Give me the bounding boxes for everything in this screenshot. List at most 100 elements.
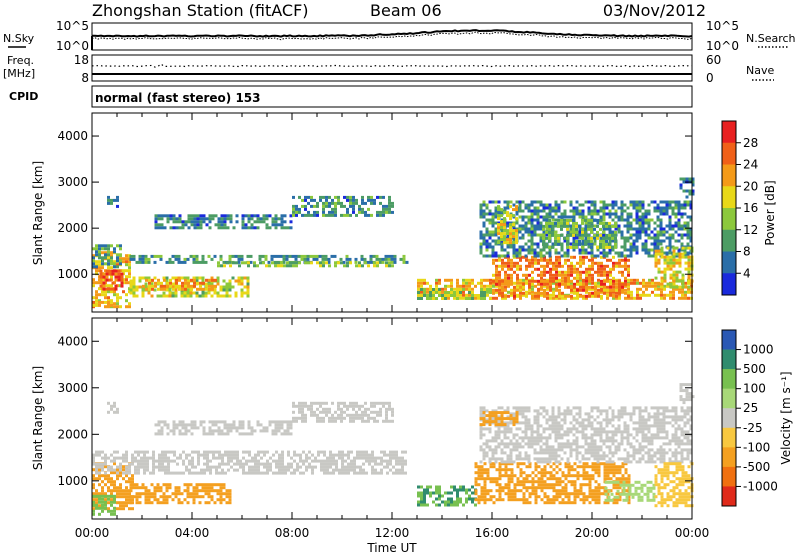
echo-cell-13: [444, 291, 447, 294]
echo-cell-8: [510, 462, 514, 466]
echo-cell-0: [110, 498, 113, 502]
echo-cell-1: [171, 498, 175, 502]
echo-cell-4: [181, 284, 184, 288]
echo-cell-7: [447, 491, 450, 495]
echo-cell-0: [104, 293, 107, 297]
echo-cell-9: [310, 204, 313, 208]
echo-cell-8: [624, 471, 628, 475]
echo-cell-3: [113, 456, 116, 460]
echo-cell-3: [218, 465, 221, 469]
echo-cell-16: [614, 224, 617, 228]
echo-cell-8: [606, 468, 610, 472]
echo-cell-16: [572, 242, 575, 246]
echo-cell-14: [482, 203, 486, 207]
echo-cell-5: [295, 416, 298, 420]
echo-cell-3: [177, 276, 181, 280]
echo-cell-14: [620, 245, 624, 249]
echo-cell-7: [373, 261, 376, 265]
echo-cell-0: [122, 269, 125, 273]
echo-cell-10: [110, 201, 113, 205]
echo-cell-7: [337, 261, 340, 265]
echo-cell-3: [257, 459, 260, 463]
echo-cell-8: [618, 480, 622, 484]
echo-cell-1: [135, 498, 139, 502]
echo-cell-5: [104, 262, 107, 266]
echo-cell-12: [582, 282, 585, 286]
echo-cell-8: [498, 471, 502, 475]
echo-cell-8: [480, 477, 484, 481]
echo-cell-14: [551, 218, 555, 222]
echo-cell-3: [246, 282, 250, 286]
echo-cell-1: [210, 486, 214, 490]
echo-cell-8: [492, 501, 496, 505]
echo-cell-5: [331, 416, 334, 420]
echo-cell-16: [599, 233, 602, 237]
echo-cell-14: [647, 203, 651, 207]
echo-cell-1: [198, 501, 202, 505]
echo-cell-8: [582, 465, 586, 469]
echo-cell-14: [635, 233, 639, 237]
echo-cell-12: [531, 258, 534, 262]
echo-cell-3: [392, 456, 395, 460]
echo-cell-3: [338, 450, 341, 454]
echo-cell-16: [545, 230, 548, 234]
echo-cell-9: [313, 204, 316, 208]
echo-cell-11: [600, 284, 603, 288]
echo-cell-3: [143, 456, 146, 460]
echo-cell-9: [346, 195, 349, 199]
echo-cell-17: [669, 282, 673, 286]
echo-cell-9: [491, 454, 495, 458]
echo-cell-3: [158, 462, 161, 466]
echo-cell-15: [500, 214, 503, 218]
echo-cell-8: [585, 474, 589, 478]
echo-cell-15: [497, 241, 500, 245]
echo-cell-12: [567, 258, 570, 262]
echo-cell-13: [429, 297, 432, 300]
echo-cell-5: [340, 407, 343, 411]
echo-cell-3: [296, 468, 299, 472]
echo-cell-4: [226, 426, 230, 430]
echo-cell-3: [125, 459, 128, 463]
echo-cell-1: [228, 495, 232, 499]
echo-cell-17: [672, 258, 676, 262]
echo-cell-14: [617, 218, 621, 222]
echo-cell-3: [230, 459, 233, 463]
echo-cell-9: [385, 204, 388, 208]
echo-cell-3: [371, 453, 374, 457]
echo-cell-3: [341, 450, 344, 454]
echo-cell-13: [468, 297, 471, 300]
echo-cell-14: [539, 209, 543, 213]
echo-cell-4: [181, 423, 185, 427]
echo-cell-5: [104, 256, 107, 260]
echo-cell-11: [669, 290, 672, 294]
echo-cell-7: [241, 261, 244, 265]
echo-cell-8: [178, 217, 182, 221]
echo-cell-8: [492, 465, 496, 469]
echo-cell-12: [594, 285, 597, 289]
echo-cell-14: [668, 236, 672, 240]
echo-cell-8: [489, 477, 493, 481]
echo-cell-1: [219, 492, 223, 496]
echo-cell-14: [503, 200, 507, 204]
echo-cell-0: [125, 495, 128, 499]
echo-cell-9: [295, 210, 298, 214]
echo-cell-12: [567, 285, 570, 289]
echo-cell-14: [605, 203, 609, 207]
echo-cell-8: [588, 495, 592, 499]
echo-cell-14: [644, 227, 648, 231]
echo-cell-12: [588, 258, 591, 262]
echo-cell-8: [271, 223, 275, 227]
echo-cell-3: [362, 453, 365, 457]
echo-cell-7: [426, 491, 429, 495]
echo-cell-11: [435, 278, 438, 282]
echo-cell-13: [456, 297, 459, 300]
echo-cell-16: [557, 242, 560, 246]
echo-cell-1: [150, 483, 154, 487]
echo-cell-16: [608, 245, 611, 249]
echo-cell-3: [104, 462, 107, 466]
cpid-strip: CPID normal (fast stereo) 153: [9, 85, 693, 108]
echo-cell-3: [104, 453, 107, 457]
echo-cell-5: [292, 419, 295, 423]
echo-cell-14: [512, 239, 516, 243]
echo-cell-14: [638, 236, 642, 240]
